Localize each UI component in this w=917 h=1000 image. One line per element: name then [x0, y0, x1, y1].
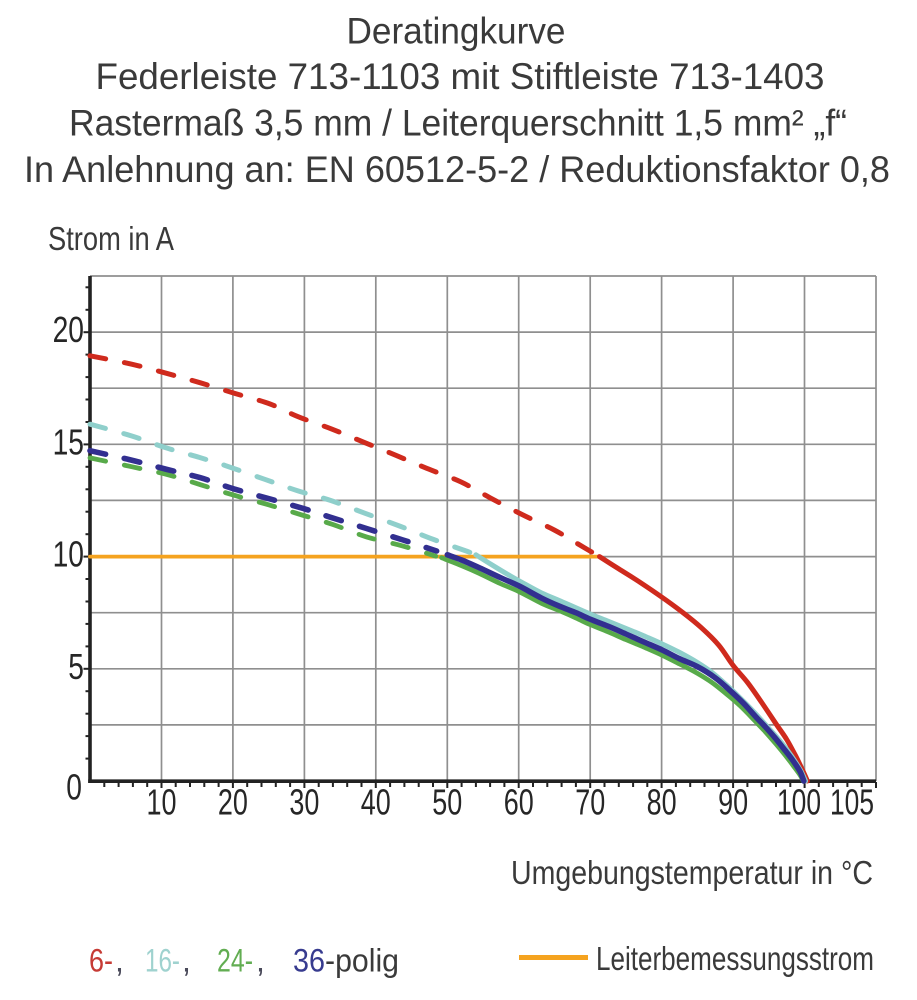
svg-text:100: 100 — [777, 782, 821, 823]
svg-text:80: 80 — [647, 782, 677, 823]
svg-text:Leiterbemessungsstrom: Leiterbemessungsstrom — [596, 940, 874, 977]
svg-text:6-: 6- — [89, 943, 113, 979]
svg-text:20: 20 — [218, 782, 248, 823]
svg-text:90: 90 — [718, 782, 748, 823]
svg-text:,: , — [115, 943, 124, 979]
svg-text:105: 105 — [830, 782, 874, 823]
svg-text:60: 60 — [504, 782, 534, 823]
svg-text:36: 36 — [293, 943, 325, 979]
svg-text:10: 10 — [53, 534, 84, 575]
svg-text:,: , — [182, 943, 191, 979]
svg-text:10: 10 — [147, 782, 177, 823]
svg-text:50: 50 — [432, 782, 462, 823]
svg-text:Rastermaß 3,5 mm / Leiterquers: Rastermaß 3,5 mm / Leiterquerschnitt 1,5… — [69, 103, 847, 144]
svg-text:,: , — [256, 943, 265, 979]
svg-text:-polig: -polig — [325, 943, 399, 979]
svg-text:Strom in A: Strom in A — [48, 220, 174, 257]
svg-text:In Anlehnung an: EN 60512-5-2: In Anlehnung an: EN 60512-5-2 / Reduktio… — [24, 149, 890, 190]
svg-text:Federleiste 713-1103 mit Stift: Federleiste 713-1103 mit Stiftleiste 713… — [96, 56, 825, 97]
svg-text:15: 15 — [53, 421, 84, 462]
svg-text:24-: 24- — [217, 943, 253, 979]
svg-text:5: 5 — [68, 646, 84, 687]
svg-text:Deratingkurve: Deratingkurve — [347, 11, 566, 52]
svg-text:40: 40 — [361, 782, 391, 823]
svg-text:Umgebungstemperatur in °C: Umgebungstemperatur in °C — [511, 854, 873, 891]
svg-text:16-: 16- — [145, 943, 180, 979]
svg-text:30: 30 — [289, 782, 319, 823]
svg-text:20: 20 — [53, 309, 84, 350]
svg-text:0: 0 — [66, 767, 82, 808]
svg-text:70: 70 — [575, 782, 605, 823]
